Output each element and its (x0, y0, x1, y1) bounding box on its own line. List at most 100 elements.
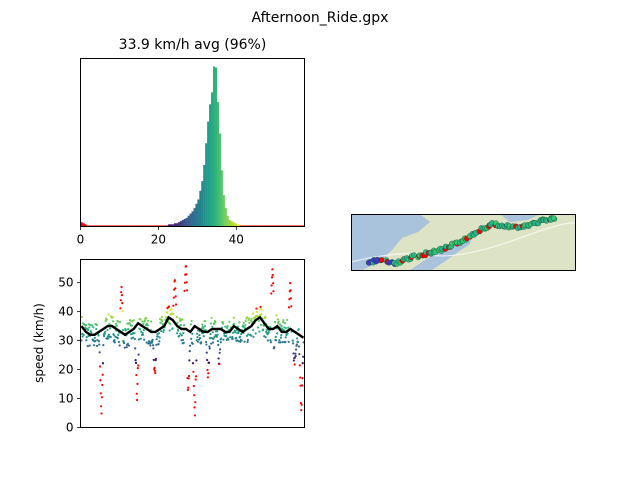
speed-point (120, 285, 123, 289)
speed-point (131, 320, 134, 323)
histogram-bar (148, 225, 151, 227)
histogram-bar (285, 225, 288, 227)
speed-point (117, 333, 120, 336)
histogram-bar (113, 225, 116, 227)
speed-point (188, 350, 191, 353)
speed-point (266, 339, 270, 342)
speed-point (147, 319, 150, 322)
speed-time-series: 0 10 20 30 40 50 speed (km/h) (32, 259, 305, 435)
speed-point (90, 331, 93, 334)
histogram-bar (226, 215, 229, 227)
speed-point (209, 336, 212, 340)
speed-point (100, 396, 103, 399)
speed-point (275, 314, 278, 317)
histogram-bar (205, 143, 208, 227)
speed-point (204, 329, 207, 332)
speed-point (121, 328, 125, 332)
speed-point (258, 308, 261, 311)
histogram-bar (105, 225, 108, 227)
speed-point (217, 357, 220, 360)
speed-point (218, 363, 221, 366)
histogram-bar (111, 225, 114, 227)
speed-point (182, 331, 185, 335)
histogram-bar (98, 225, 101, 227)
speed-point (95, 327, 98, 331)
speed-points (80, 265, 305, 417)
histogram-bar (166, 225, 169, 227)
speed-point (299, 401, 303, 405)
speed-point (189, 323, 192, 326)
speed-point (103, 332, 106, 335)
histogram-bar (228, 220, 231, 227)
speed-point (219, 341, 222, 344)
speed-point (100, 412, 103, 415)
speed-point (284, 326, 288, 330)
speed-point (127, 328, 130, 331)
histogram-bar (125, 225, 128, 227)
histogram-bar (170, 224, 173, 227)
speed-point (170, 307, 173, 310)
speed-point (137, 364, 140, 367)
speed-point (237, 330, 240, 333)
speed-point (292, 359, 295, 362)
speed-point (279, 341, 282, 344)
histogram-bar (259, 225, 262, 227)
speed-point (228, 320, 231, 323)
speed-point (171, 312, 175, 316)
speed-point (135, 392, 138, 395)
histogram-bar (115, 225, 118, 227)
speed-point (111, 320, 115, 323)
speed-point (126, 342, 129, 345)
speed-point (220, 337, 223, 340)
speed-point (118, 344, 121, 347)
speed-point (178, 334, 181, 337)
histogram-bar (195, 203, 198, 227)
speed-point (301, 377, 304, 380)
speed-point (181, 338, 185, 342)
speed-point (231, 337, 234, 340)
speed-point (84, 326, 87, 329)
histogram-bar (156, 225, 159, 227)
speed-point (277, 322, 280, 325)
histogram-bars (80, 66, 305, 227)
histogram-bar (175, 223, 179, 227)
speed-point (221, 322, 225, 325)
speed-point (97, 340, 101, 343)
speed-point (143, 338, 146, 341)
histogram-bar (255, 225, 258, 227)
map-water (351, 214, 430, 270)
route-map[interactable] (351, 214, 576, 271)
speed-point (87, 328, 90, 332)
speed-point (231, 331, 235, 334)
speed-point (153, 366, 156, 369)
speed-point (290, 305, 293, 308)
speed-point (279, 336, 282, 339)
speed-point (119, 307, 122, 310)
speed-point (274, 339, 278, 342)
speed-point (195, 359, 198, 362)
speed-point (153, 369, 156, 373)
histogram-tick-label: 0 (77, 233, 85, 247)
histogram-bar (179, 221, 182, 227)
speed-point (185, 273, 188, 276)
speed-point (252, 335, 255, 338)
histogram-bar (168, 224, 171, 227)
speed-point (161, 319, 164, 322)
speed-point (142, 329, 145, 332)
speed-point (128, 322, 131, 325)
speed-point (231, 335, 234, 339)
histogram-bar (300, 225, 303, 227)
speed-point (192, 370, 195, 373)
histogram-bar (214, 67, 218, 227)
map-road (351, 222, 576, 263)
speed-point (240, 339, 243, 342)
speed-point (193, 406, 196, 409)
histogram-bar (133, 225, 136, 227)
speed-point (239, 335, 242, 338)
speed-point (282, 329, 285, 332)
map-tiles (351, 214, 576, 270)
speed-point (133, 337, 136, 341)
histogram-bar (138, 225, 142, 227)
speed-point (213, 322, 216, 325)
speed-point (182, 341, 185, 344)
